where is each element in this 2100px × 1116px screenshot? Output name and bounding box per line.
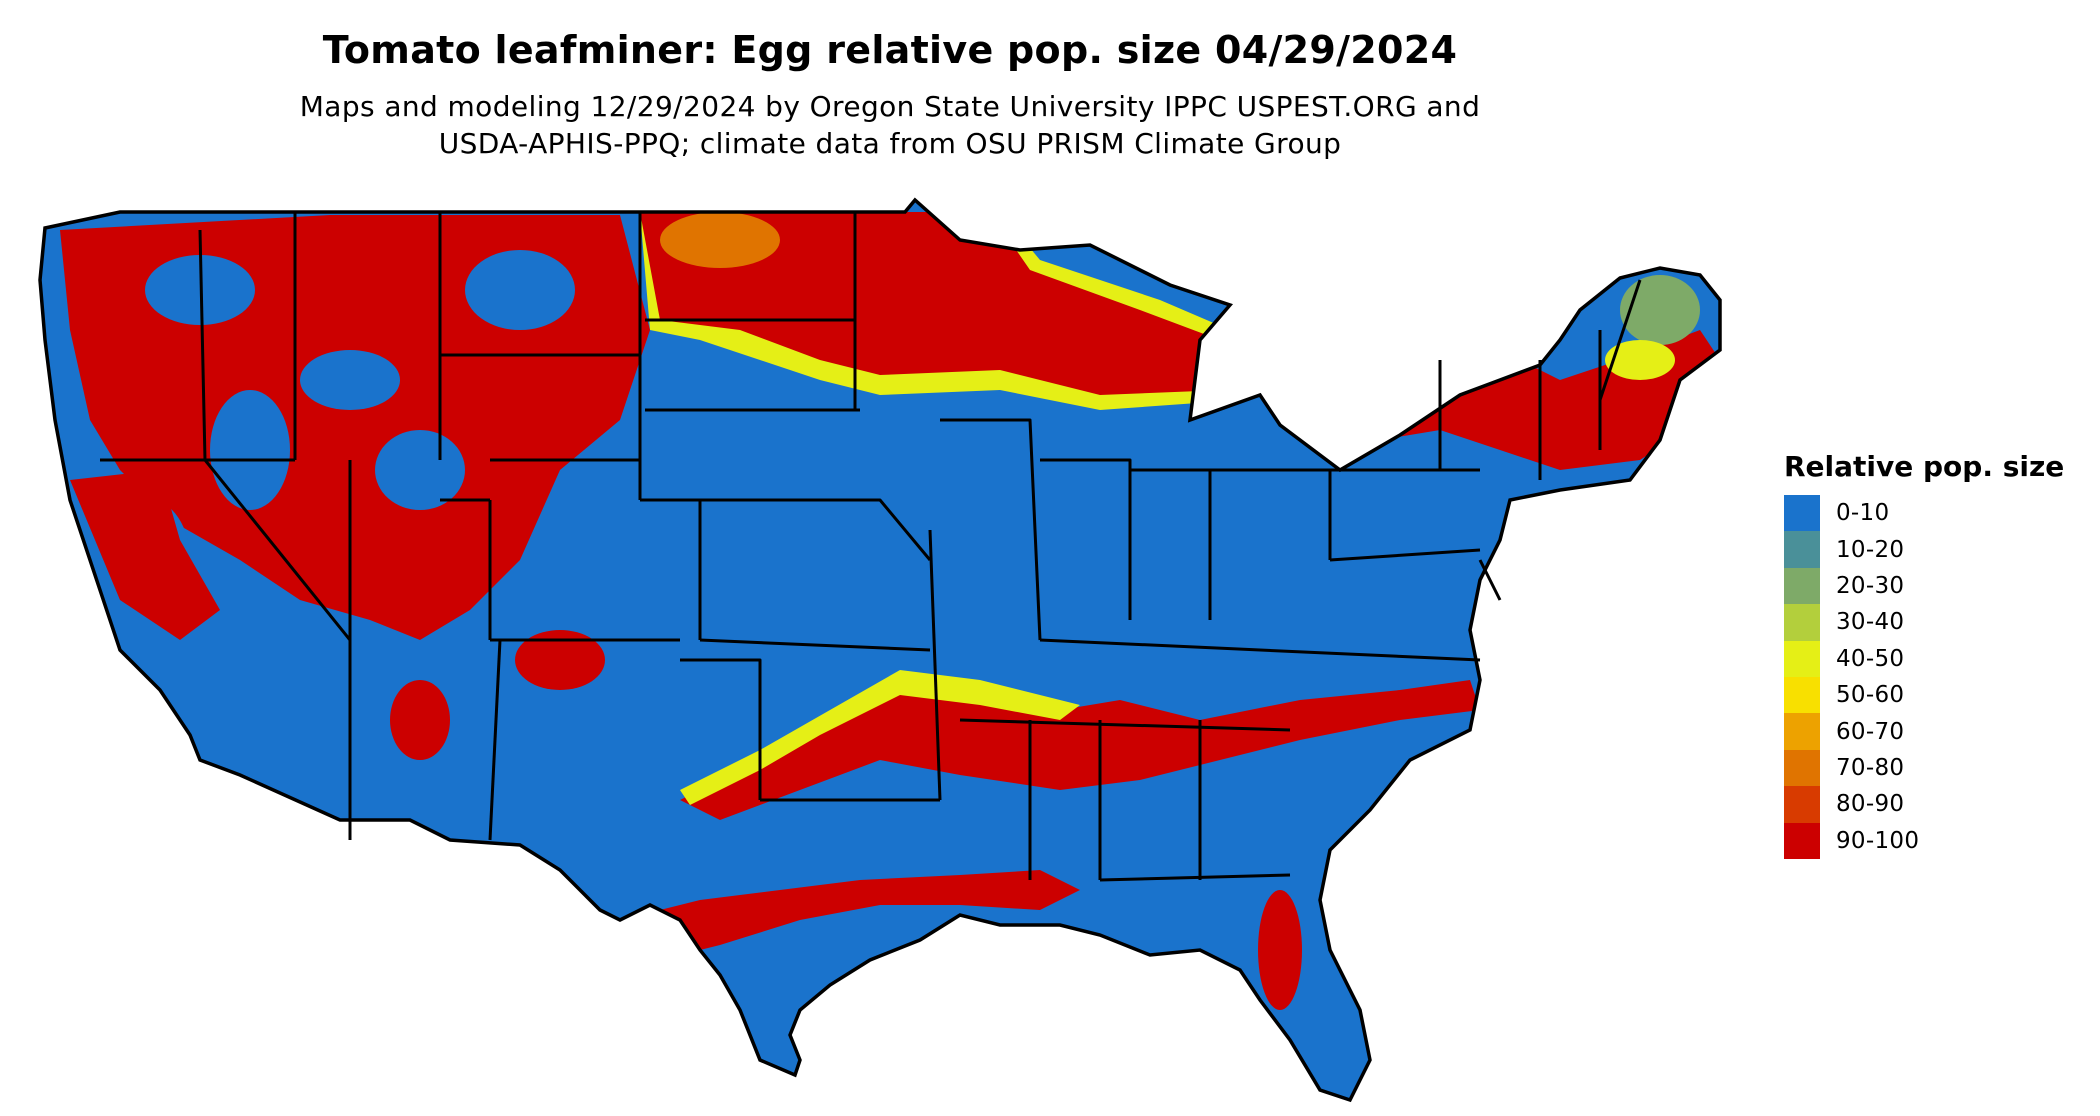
legend-swatch (1784, 786, 1820, 823)
legend-swatch (1784, 640, 1820, 677)
state-border (928, 529, 942, 801)
map-subtitle: Maps and modeling 12/29/2024 by Oregon S… (0, 88, 1780, 162)
legend: Relative pop. size 0-10 10-20 20-30 30-40 40… (1784, 450, 2064, 859)
heat-zone-me-green (1620, 275, 1700, 345)
legend-item: 0-10 (1784, 495, 2064, 532)
state-border (1598, 279, 1642, 401)
state-borders (100, 212, 1642, 882)
state-border (1329, 548, 1481, 562)
heat-zone-nm-red (515, 630, 605, 690)
heat-zone-nv-blue (210, 390, 290, 510)
heat-zone-ca-red (70, 470, 220, 640)
subtitle-line-1: Maps and modeling 12/29/2024 by Oregon S… (299, 90, 1481, 123)
state-border (959, 718, 1291, 732)
legend-swatch (1784, 676, 1820, 714)
legend-swatch (1784, 531, 1820, 568)
legend-label: 80-90 (1836, 791, 1905, 818)
legend-label: 90-100 (1836, 827, 1920, 854)
legend-item: 60-70 (1784, 713, 2064, 750)
heat-zone-az-red (390, 680, 450, 760)
legend-item: 30-40 (1784, 604, 2064, 641)
state-border (198, 229, 207, 461)
state-border (1039, 638, 1481, 662)
state-border (1478, 559, 1502, 601)
legend-label: 0-10 (1836, 500, 1890, 527)
state-border (203, 459, 352, 641)
legend-item: 10-20 (1784, 531, 2064, 568)
heat-zone-me-yellow (1605, 340, 1675, 380)
subtitle-line-2: USDA-APHIS-PPQ; climate data from OSU PR… (438, 127, 1342, 160)
legend-swatch (1784, 749, 1820, 787)
heat-zone-ut-blue (375, 430, 465, 510)
heat-zone-mt-blue (465, 250, 575, 330)
legend-swatch (1784, 567, 1820, 605)
legend-item: 20-30 (1784, 567, 2064, 605)
heat-zone-south-band (680, 680, 1480, 820)
map-title: Tomato leafminer: Egg relative pop. size… (322, 28, 1458, 72)
legend-label: 20-30 (1836, 572, 1905, 599)
legend-item: 50-60 (1784, 676, 2064, 714)
legend-swatch (1784, 604, 1820, 641)
state-border (940, 418, 1042, 641)
heat-zone-gulf-red (620, 870, 1080, 960)
heat-zone-south-band-edge (680, 670, 1080, 805)
state-border (1099, 873, 1291, 882)
state-border (680, 658, 762, 800)
legend-label: 40-50 (1836, 645, 1905, 672)
legend-items: 0-10 10-20 20-30 30-40 40-50 50-60 60-70 70-80 8… (1784, 495, 2064, 859)
legend-label: 30-40 (1836, 609, 1905, 636)
heat-zone-nd-orange (660, 212, 780, 268)
legend-item: 90-100 (1784, 822, 2064, 859)
legend-title: Relative pop. size (1784, 450, 2065, 483)
legend-label: 10-20 (1836, 536, 1905, 563)
legend-item: 40-50 (1784, 640, 2064, 677)
heat-zone-north-red (640, 212, 1225, 395)
legend-swatch (1784, 822, 1820, 859)
legend-label: 50-60 (1836, 682, 1905, 709)
us-heat-map (38, 198, 1722, 1102)
legend-swatch (1784, 495, 1820, 532)
state-border (1040, 458, 1132, 620)
legend-item: 70-80 (1784, 749, 2064, 787)
heat-zone-id-blue (300, 350, 400, 410)
heat-layer (60, 212, 1720, 1010)
legend-swatch (1784, 713, 1820, 750)
state-border (680, 498, 932, 561)
legend-label: 60-70 (1836, 718, 1905, 745)
heat-zone-fl-red (1258, 890, 1302, 1010)
legend-item: 80-90 (1784, 786, 2064, 823)
state-border (488, 639, 502, 841)
legend-label: 70-80 (1836, 754, 1905, 781)
state-border (699, 638, 931, 652)
